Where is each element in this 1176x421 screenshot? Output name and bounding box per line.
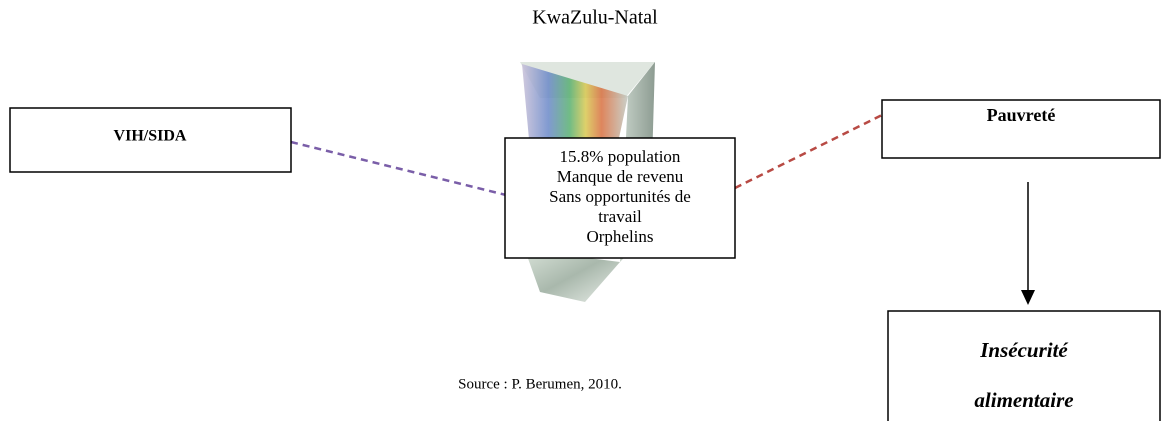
- node-line: travail: [598, 207, 642, 226]
- node-box: [9, 107, 292, 173]
- node-label: VIH/SIDA: [114, 128, 187, 145]
- connector: [734, 113, 883, 190]
- node-line: 15.8% population: [560, 147, 681, 166]
- connector: [290, 140, 507, 197]
- node-label: Pauvreté: [987, 105, 1056, 125]
- title: KwaZulu-Natal: [532, 7, 658, 29]
- node-line: Sans opportunités de: [549, 187, 691, 206]
- source: Source : P. Berumen, 2010.: [458, 376, 622, 392]
- node-lines: Insécurité alimentaire: [974, 338, 1073, 412]
- node-line: Orphelins: [586, 227, 653, 246]
- node-line: Insécurité: [979, 338, 1068, 362]
- node-box: [504, 137, 736, 259]
- node-box: [881, 99, 1161, 159]
- node-line: alimentaire: [974, 388, 1073, 412]
- node-box: [887, 310, 1161, 421]
- arrow-head: [1021, 290, 1035, 305]
- node-line: Manque de revenu: [557, 167, 684, 186]
